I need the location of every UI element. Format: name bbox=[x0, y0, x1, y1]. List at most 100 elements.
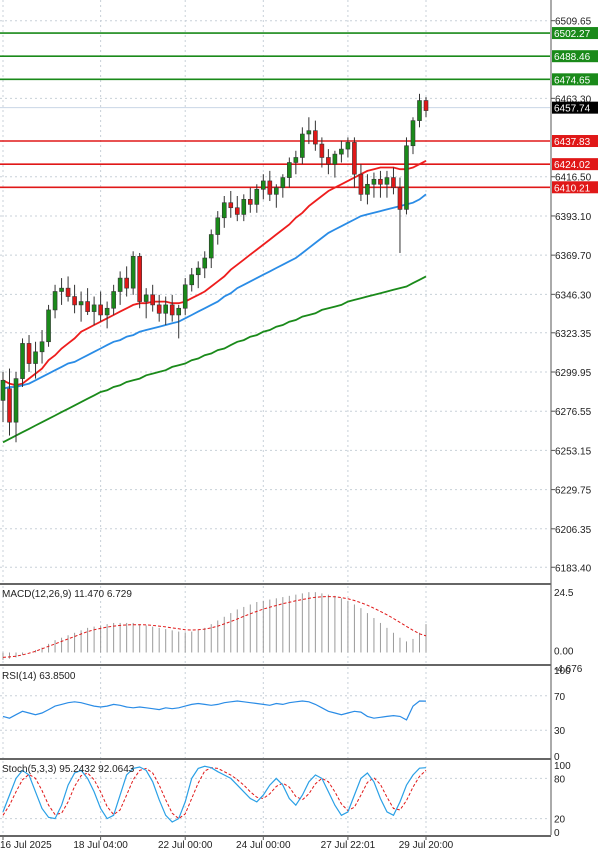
candle-bearish bbox=[65, 287, 71, 297]
ma-line bbox=[2, 193, 427, 390]
candle-bearish bbox=[7, 388, 12, 423]
level-price-label: 6502.27 bbox=[554, 29, 591, 40]
macd-panel: 24.5 0.00 -4.676 bbox=[2, 588, 583, 675]
candle-bullish bbox=[306, 130, 312, 135]
macd-axis-label: 0.00 bbox=[554, 646, 574, 657]
price-tick-label: 6416.50 bbox=[555, 173, 592, 184]
level-price-label: 6437.83 bbox=[554, 137, 591, 148]
candle-bearish bbox=[137, 256, 142, 302]
candle-bearish bbox=[234, 207, 240, 215]
candle-bullish bbox=[287, 162, 292, 178]
candle-bearish bbox=[352, 142, 357, 175]
candle-bearish bbox=[423, 100, 429, 111]
candle-bullish bbox=[33, 351, 38, 364]
level-price-box bbox=[552, 73, 598, 86]
candle-bullish bbox=[91, 304, 97, 312]
current-price-box bbox=[552, 101, 598, 114]
horizontal-levels[interactable] bbox=[0, 32, 550, 189]
level-price-box bbox=[552, 50, 598, 63]
candle-bearish bbox=[85, 301, 90, 312]
time-tick-label: 27 Jul 22:01 bbox=[321, 840, 376, 851]
candlesticks bbox=[0, 93, 429, 443]
candle-bearish bbox=[358, 173, 364, 195]
level-price-box bbox=[552, 181, 598, 194]
candle-bullish bbox=[417, 100, 422, 121]
price-tick-label: 6229.75 bbox=[555, 486, 592, 497]
stoch-d-line bbox=[2, 767, 427, 820]
candle-bearish bbox=[169, 304, 175, 316]
candle-bullish bbox=[52, 291, 58, 311]
price-tick-label: 6253.15 bbox=[555, 446, 592, 457]
macd-axis-label: 24.5 bbox=[554, 588, 574, 599]
candle-bullish bbox=[280, 177, 286, 188]
candle-bullish bbox=[241, 199, 247, 215]
candle-bullish bbox=[384, 177, 390, 185]
stoch-label: Stoch(5,3,3) 95.2432 92.0643 bbox=[2, 764, 135, 775]
rsi-line bbox=[2, 700, 427, 721]
candle-bullish bbox=[104, 307, 110, 316]
candle-bullish bbox=[404, 145, 409, 210]
candle-bullish bbox=[293, 157, 299, 163]
panel-separators bbox=[0, 583, 551, 837]
candle-bullish bbox=[111, 291, 116, 309]
candle-bullish bbox=[254, 189, 260, 205]
price-tick-label: 6206.35 bbox=[555, 525, 592, 536]
ma-line bbox=[2, 160, 427, 387]
candle-bullish bbox=[371, 178, 377, 185]
current-price-label: 6457.74 bbox=[554, 104, 591, 115]
candle-bullish bbox=[215, 217, 221, 235]
candle-bullish bbox=[339, 148, 344, 155]
candle-bullish bbox=[208, 234, 214, 259]
candle-bearish bbox=[267, 180, 273, 195]
candle-bearish bbox=[397, 187, 403, 210]
candle-bearish bbox=[98, 304, 103, 316]
time-tick-label: 18 Jul 04:00 bbox=[73, 840, 128, 851]
level-price-box bbox=[552, 27, 598, 40]
stoch-axis-label: 100 bbox=[554, 761, 571, 772]
price-tick-label: 6393.10 bbox=[555, 212, 592, 223]
candle-bullish bbox=[0, 379, 6, 401]
candle-bearish bbox=[319, 143, 325, 158]
candle-bullish bbox=[274, 187, 279, 195]
rsi-axis-label: 70 bbox=[554, 692, 566, 703]
time-axis: 16 Jul 2025 18 Jul 04:00 22 Jul 00:00 24 Ju… bbox=[0, 836, 454, 851]
price-tick-label: 6183.40 bbox=[555, 563, 592, 574]
candle-bullish bbox=[365, 183, 370, 195]
level-price-labels: 6502.27 6488.46 6474.65 6437.83 6424.02 6410.… bbox=[552, 27, 598, 194]
stoch-panel: 100 80 20 0 bbox=[0, 761, 571, 839]
candle-bearish bbox=[313, 130, 318, 145]
level-price-label: 6410.21 bbox=[554, 183, 591, 194]
candle-bullish bbox=[59, 287, 64, 292]
candle-bearish bbox=[378, 178, 383, 185]
candle-bullish bbox=[332, 153, 338, 165]
moving-averages bbox=[2, 160, 427, 444]
time-tick-label: 29 Jul 20:00 bbox=[399, 840, 454, 851]
rsi-label: RSI(14) 63.8500 bbox=[2, 671, 76, 682]
candle-bullish bbox=[78, 301, 84, 306]
candle-bearish bbox=[326, 157, 331, 165]
candle-bullish bbox=[130, 256, 136, 289]
candle-bearish bbox=[150, 294, 155, 306]
candle-bullish bbox=[13, 378, 19, 423]
candle-bullish bbox=[143, 294, 149, 302]
candle-bullish bbox=[176, 307, 182, 316]
candle-bullish bbox=[189, 274, 195, 286]
rsi-panel: 100 70 30 0 bbox=[0, 666, 571, 763]
price-tick-label: 6346.30 bbox=[555, 290, 592, 301]
macd-signal-line bbox=[2, 596, 427, 658]
candle-bullish bbox=[345, 142, 351, 150]
ma-line bbox=[2, 275, 427, 444]
stoch-k-line bbox=[2, 765, 427, 823]
candle-bullish bbox=[300, 133, 305, 158]
level-price-box bbox=[552, 135, 598, 148]
price-tick-label: 6509.65 bbox=[555, 17, 592, 28]
level-price-label: 6488.46 bbox=[554, 52, 591, 63]
candle-bearish bbox=[124, 277, 129, 289]
candle-bullish bbox=[410, 120, 416, 147]
candle-bullish bbox=[221, 202, 227, 219]
price-axis: 6509.65 6463.30 6416.50 6393.10 6369.70 6346.… bbox=[550, 0, 592, 835]
candle-bullish bbox=[182, 284, 188, 309]
candle-bearish bbox=[26, 343, 32, 364]
